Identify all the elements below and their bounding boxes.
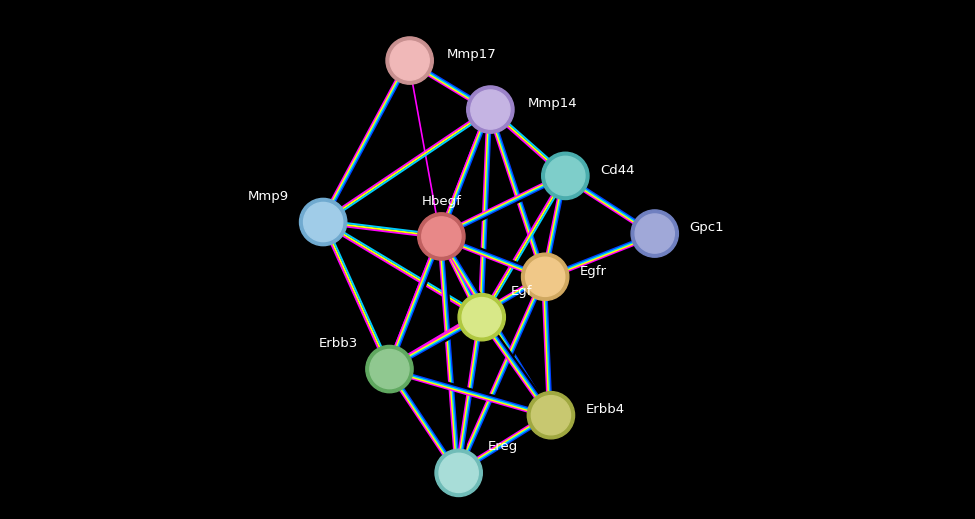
Circle shape [531, 395, 570, 435]
Circle shape [467, 86, 514, 133]
Circle shape [631, 210, 679, 257]
Circle shape [527, 391, 574, 439]
Circle shape [386, 37, 433, 84]
Circle shape [635, 214, 675, 253]
Circle shape [546, 156, 585, 196]
Text: Erbb4: Erbb4 [586, 403, 625, 416]
Circle shape [366, 346, 413, 393]
Circle shape [462, 297, 501, 337]
Text: Hbegf: Hbegf [421, 195, 461, 208]
Text: Mmp17: Mmp17 [448, 48, 497, 61]
Circle shape [417, 213, 465, 260]
Circle shape [299, 198, 347, 245]
Text: Cd44: Cd44 [600, 163, 635, 176]
Circle shape [422, 217, 461, 256]
Text: Egfr: Egfr [580, 265, 606, 278]
Circle shape [471, 90, 510, 129]
Circle shape [526, 257, 565, 296]
Circle shape [439, 453, 479, 493]
Text: Erbb3: Erbb3 [319, 337, 358, 350]
Circle shape [435, 449, 483, 497]
Circle shape [522, 253, 568, 301]
Circle shape [370, 349, 409, 389]
Text: Egf: Egf [511, 285, 532, 298]
Text: Gpc1: Gpc1 [689, 221, 724, 234]
Circle shape [390, 41, 429, 80]
Text: Mmp14: Mmp14 [527, 97, 577, 111]
Text: Mmp9: Mmp9 [248, 189, 289, 202]
Circle shape [542, 152, 589, 199]
Text: Ereg: Ereg [488, 441, 518, 454]
Circle shape [303, 202, 343, 242]
Circle shape [458, 294, 505, 341]
